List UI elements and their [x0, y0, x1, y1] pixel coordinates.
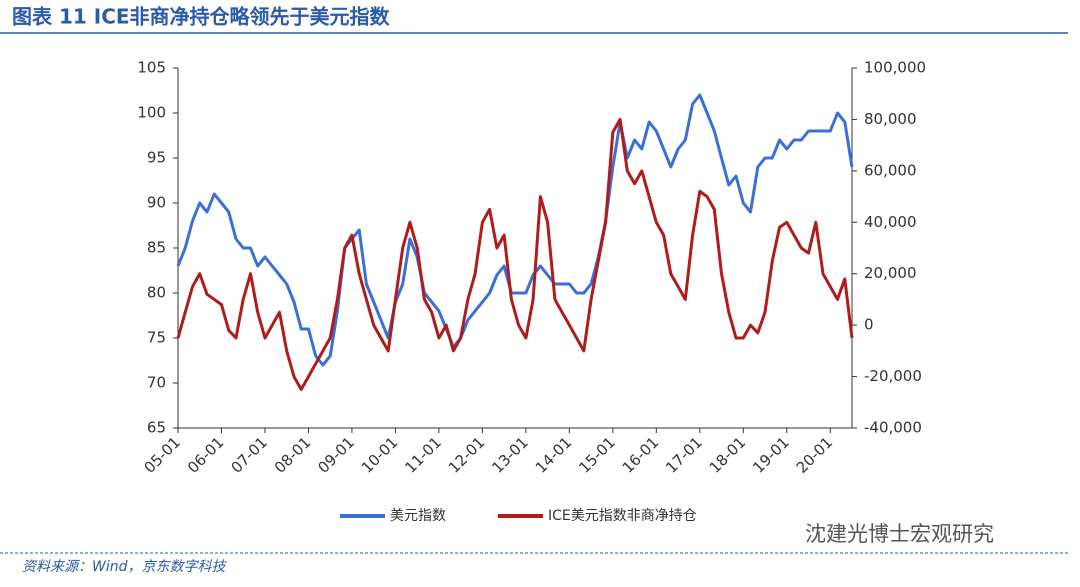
- y-tick-label: 85: [147, 239, 166, 257]
- y-tick-label: 105: [137, 59, 166, 77]
- x-tick-label: 16-01: [619, 433, 663, 477]
- y-tick-label: 100: [137, 104, 166, 122]
- x-tick-label: 09-01: [314, 433, 358, 477]
- y2-tick-label: 20,000: [864, 264, 917, 282]
- x-tick-label: 12-01: [445, 433, 489, 477]
- x-tick-label: 05-01: [140, 433, 184, 477]
- y2-tick-label: -20,000: [864, 367, 922, 385]
- y-tick-label: 90: [147, 194, 166, 212]
- y2-tick-label: 40,000: [864, 213, 917, 231]
- y-tick-label: 70: [147, 374, 166, 392]
- y2-tick-label: 60,000: [864, 161, 917, 179]
- x-tick-label: 08-01: [271, 433, 315, 477]
- y-tick-label: 65: [147, 419, 166, 437]
- x-tick-label: 07-01: [227, 433, 271, 477]
- watermark: 沈建光博士宏观研究: [805, 522, 994, 546]
- x-tick-label: 20-01: [793, 433, 837, 477]
- y2-tick-label: -40,000: [864, 419, 922, 437]
- x-tick-label: 15-01: [575, 433, 619, 477]
- source: 资料来源：Wind，京东数字科技: [22, 559, 227, 575]
- x-tick-label: 10-01: [358, 433, 402, 477]
- y-tick-label: 75: [147, 329, 166, 347]
- x-tick-label: 14-01: [532, 433, 576, 477]
- y2-tick-label: 100,000: [864, 59, 926, 77]
- x-tick-label: 17-01: [662, 433, 706, 477]
- x-tick-label: 18-01: [706, 433, 750, 477]
- x-tick-label: 06-01: [184, 433, 228, 477]
- chart-title: 图表 11 ICE非商净持仓略领先于美元指数: [12, 5, 391, 29]
- y2-tick-label: 0: [864, 316, 874, 334]
- legend-label: 美元指数: [390, 508, 446, 524]
- series-line: [176, 93, 854, 367]
- series-line: [176, 117, 854, 391]
- x-tick-label: 13-01: [488, 433, 532, 477]
- x-tick-label: 11-01: [401, 433, 445, 477]
- x-tick-label: 19-01: [749, 433, 793, 477]
- legend-label: ICE美元指数非商净持仓: [548, 508, 697, 524]
- y-tick-label: 95: [147, 149, 166, 167]
- y-tick-label: 80: [147, 284, 166, 302]
- y2-tick-label: 80,000: [864, 110, 917, 128]
